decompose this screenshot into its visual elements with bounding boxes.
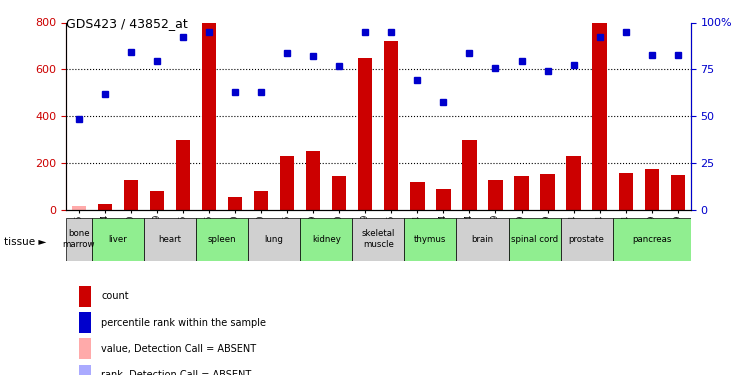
Bar	[645, 169, 659, 210]
Text: prostate: prostate	[569, 235, 605, 244]
Bar	[488, 180, 503, 210]
Bar	[124, 180, 138, 210]
Text: spleen: spleen	[208, 235, 236, 244]
Bar	[385, 41, 398, 210]
Bar	[436, 189, 450, 210]
Bar	[593, 22, 607, 210]
Bar	[72, 207, 86, 210]
Text: value, Detection Call = ABSENT: value, Detection Call = ABSENT	[101, 344, 256, 354]
Bar	[540, 174, 555, 210]
Bar	[79, 364, 91, 375]
Text: spinal cord: spinal cord	[511, 235, 558, 244]
Text: bone
marrow: bone marrow	[63, 230, 95, 249]
Bar	[567, 156, 580, 210]
Text: count: count	[101, 291, 129, 301]
Bar	[300, 217, 352, 261]
Text: skeletal
muscle: skeletal muscle	[362, 230, 395, 249]
Bar	[92, 217, 144, 261]
Bar	[150, 191, 164, 210]
Bar	[176, 140, 190, 210]
Text: heart: heart	[159, 235, 181, 244]
Bar	[248, 217, 300, 261]
Bar	[144, 217, 196, 261]
Bar	[509, 217, 561, 261]
Bar	[202, 22, 216, 210]
Text: brain: brain	[471, 235, 493, 244]
Bar	[410, 182, 425, 210]
Bar	[332, 176, 346, 210]
Bar	[280, 156, 295, 210]
Bar	[618, 172, 633, 210]
Bar	[404, 217, 456, 261]
Bar	[561, 217, 613, 261]
Bar	[358, 58, 372, 210]
Text: rank, Detection Call = ABSENT: rank, Detection Call = ABSENT	[101, 370, 251, 375]
Text: lung: lung	[265, 235, 284, 244]
Text: tissue ►: tissue ►	[4, 237, 46, 247]
Bar	[228, 197, 242, 210]
Text: liver: liver	[108, 235, 127, 244]
Bar	[79, 286, 91, 307]
Bar	[352, 217, 404, 261]
Bar	[98, 204, 112, 210]
Bar	[66, 217, 92, 261]
Bar	[670, 175, 685, 210]
Text: percentile rank within the sample: percentile rank within the sample	[101, 318, 266, 327]
Bar	[254, 191, 268, 210]
Bar	[306, 152, 320, 210]
Bar	[79, 338, 91, 359]
Bar	[456, 217, 509, 261]
Text: pancreas: pancreas	[632, 235, 671, 244]
Text: kidney: kidney	[311, 235, 341, 244]
Text: GDS423 / 43852_at: GDS423 / 43852_at	[66, 17, 188, 30]
Text: thymus: thymus	[414, 235, 447, 244]
Bar	[196, 217, 248, 261]
Bar	[462, 140, 477, 210]
Bar	[613, 217, 691, 261]
Bar	[515, 176, 529, 210]
Bar	[79, 312, 91, 333]
